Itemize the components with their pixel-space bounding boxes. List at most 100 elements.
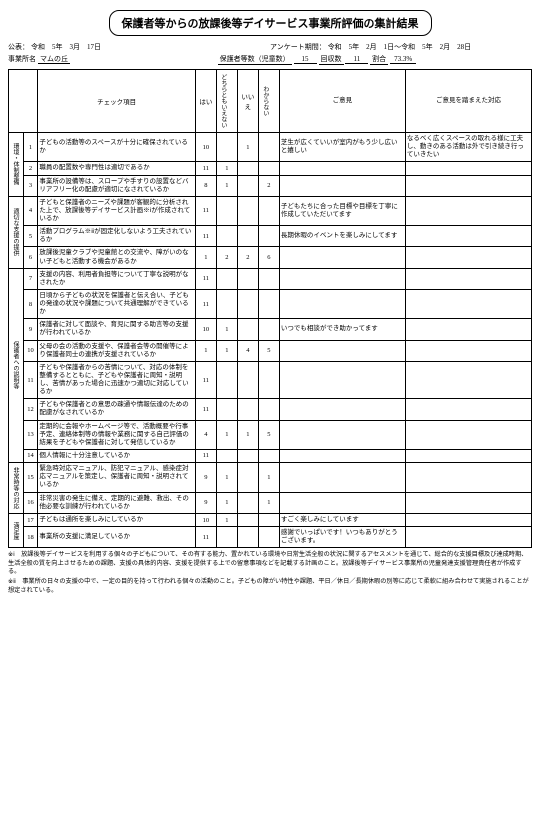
row-unk: 1 (258, 492, 279, 513)
row-neutral (216, 196, 237, 225)
row-opinion: 感謝でいっぱいです！いつもありがとうございます。 (279, 527, 405, 548)
row-neutral: 1 (216, 175, 237, 196)
row-check: 個人情報に十分注意しているか (38, 449, 196, 462)
row-check: 父母の会の活動の支援や、保護者会等の開催等により保護者同士の連携が支援されている… (38, 340, 196, 361)
resp-label: 回収数 (319, 54, 344, 65)
h-no: いいえ (237, 70, 258, 133)
row-neutral: 1 (216, 492, 237, 513)
table-row: 6放課後児童クラブや児童館との交流や、障がいのない子どもと活動する機会があるか1… (9, 247, 532, 268)
row-opinion: 子どもたちに合った目標や目標を丁寧に作成していただいてます (279, 196, 405, 225)
row-response (405, 175, 531, 196)
row-number: 7 (23, 268, 38, 289)
row-neutral (216, 133, 237, 162)
row-check: 子どもの活動等のスペースが十分に確保されているか (38, 133, 196, 162)
row-unk (258, 133, 279, 162)
row-neutral: 1 (216, 340, 237, 361)
row-yes: 11 (195, 162, 216, 175)
row-neutral (216, 449, 237, 462)
row-neutral (216, 226, 237, 247)
row-unk (258, 319, 279, 340)
row-no: 4 (237, 340, 258, 361)
h-check: チェック項目 (38, 70, 196, 133)
table-row: 環境・体制整備1子どもの活動等のスペースが十分に確保されているか101芝生が広く… (9, 133, 532, 162)
row-check: 緊急時対応マニュアル、防犯マニュアル、感染症対応マニュアルを策定し、保護者に周知… (38, 463, 196, 493)
row-neutral (216, 399, 237, 420)
row-number: 17 (23, 514, 38, 527)
category-label: 非常時等の対応 (10, 465, 21, 511)
table-row: 18事業所の支援に満足しているか11感謝でいっぱいです！いつもありがとうございま… (9, 527, 532, 548)
row-number: 2 (23, 162, 38, 175)
table-row: 適切な支援の提供4子どもと保護者のニーズや課題が客観的に分析された上で、放課後等… (9, 196, 532, 225)
row-response (405, 162, 531, 175)
row-no (237, 492, 258, 513)
ratio-value: 73.3% (390, 55, 416, 64)
office-value: マムの丘 (38, 55, 70, 64)
row-no (237, 319, 258, 340)
publish-label: 公表： (8, 42, 29, 52)
row-opinion: 長期休暇のイベントを楽しみにしてます (279, 226, 405, 247)
row-number: 5 (23, 226, 38, 247)
row-check: 事業所の設備等は、スロープや手すりの設置などバリアフリー化の配慮が適切になされて… (38, 175, 196, 196)
publish-value: 令和 5年 3月 17日 (31, 43, 101, 51)
row-number: 6 (23, 247, 38, 268)
row-yes: 8 (195, 175, 216, 196)
row-unk (258, 268, 279, 289)
row-unk (258, 196, 279, 225)
h-opinion: ご意見 (279, 70, 405, 133)
row-response (405, 319, 531, 340)
row-neutral: 1 (216, 420, 237, 449)
table-row: 満足度17子どもは通所を楽しみにしているか101すごく楽しみにしています (9, 514, 532, 527)
results-table: チェック項目 はい どちらともいえない いいえ わからない ご意見 ご意見を踏ま… (8, 69, 532, 548)
row-yes: 1 (195, 247, 216, 268)
row-opinion (279, 361, 405, 399)
row-check: 子どもや保護者からの苦情について、対応の体制を整備するとともに、子どもや保護者に… (38, 361, 196, 399)
row-response (405, 361, 531, 399)
office-label: 事業所名 (8, 54, 36, 64)
row-number: 8 (23, 289, 38, 318)
row-response (405, 340, 531, 361)
table-row: 16非常災害の発生に備え、定期的に避難、救出、その他必要な訓練が行われているか9… (9, 492, 532, 513)
row-yes: 11 (195, 196, 216, 225)
row-unk: 5 (258, 340, 279, 361)
category-cell: 非常時等の対応 (9, 463, 24, 514)
row-opinion: すごく楽しみにしています (279, 514, 405, 527)
table-row: 13定期的に会報やホームページ等で、活動概要や行事予定、連絡体制等の情報や業務に… (9, 420, 532, 449)
meta-line-1: 公表： 令和 5年 3月 17日 アンケート期間： 令和 5年 2月 1日～令和… (8, 42, 532, 52)
period-value: 令和 5年 2月 1日～令和 5年 2月 28日 (328, 43, 472, 51)
row-unk: 2 (258, 175, 279, 196)
row-opinion (279, 449, 405, 462)
row-response (405, 226, 531, 247)
resp-value: 11 (345, 55, 368, 64)
row-no: 1 (237, 420, 258, 449)
row-number: 4 (23, 196, 38, 225)
row-neutral: 1 (216, 463, 237, 493)
row-no (237, 514, 258, 527)
row-opinion (279, 463, 405, 493)
row-no (237, 162, 258, 175)
row-unk (258, 289, 279, 318)
row-neutral: 1 (216, 162, 237, 175)
row-check: 放課後児童クラブや児童館との交流や、障がいのない子どもと活動する機会があるか (38, 247, 196, 268)
row-number: 16 (23, 492, 38, 513)
table-row: 3事業所の設備等は、スロープや手すりの設置などバリアフリー化の配慮が適切になされ… (9, 175, 532, 196)
ratio-label: 割合 (370, 54, 388, 65)
row-yes: 11 (195, 289, 216, 318)
header-row: チェック項目 はい どちらともいえない いいえ わからない ご意見 ご意見を踏ま… (9, 70, 532, 133)
row-number: 3 (23, 175, 38, 196)
row-number: 10 (23, 340, 38, 361)
table-row: 5活動プログラム※ⅱが固定化しないよう工夫されているか11長期休暇のイベントを楽… (9, 226, 532, 247)
category-cell: 保護者への説明等 (9, 268, 24, 462)
row-response (405, 449, 531, 462)
row-neutral (216, 268, 237, 289)
row-no (237, 268, 258, 289)
row-number: 12 (23, 399, 38, 420)
row-yes: 10 (195, 319, 216, 340)
row-check: 子どもは通所を楽しみにしているか (38, 514, 196, 527)
row-yes: 11 (195, 361, 216, 399)
row-opinion: 芝生が広くていいが室内がもう少し広いと嬉しい (279, 133, 405, 162)
row-check: 非常災害の発生に備え、定期的に避難、救出、その他必要な訓練が行われているか (38, 492, 196, 513)
row-neutral: 2 (216, 247, 237, 268)
period-label: アンケート期間： (270, 42, 326, 52)
row-unk (258, 162, 279, 175)
row-opinion (279, 162, 405, 175)
